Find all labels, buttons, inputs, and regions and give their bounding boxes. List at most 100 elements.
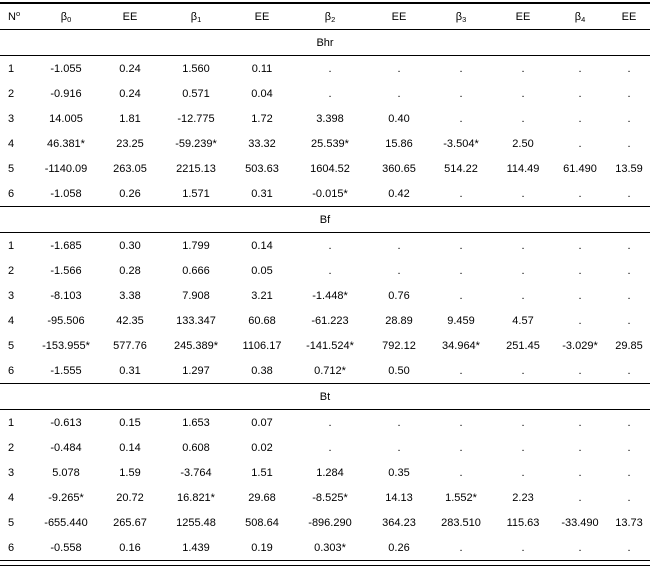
table-cell: . (627, 187, 631, 200)
column-header: EE (494, 2, 552, 30)
row-number-cell: 3 (8, 289, 15, 302)
table-cell: . (627, 239, 631, 252)
table-cell: 0.571 (182, 87, 210, 100)
table-cell: -9.265* (48, 491, 84, 504)
table-cell: -61.223 (311, 314, 349, 327)
table-cell: . (627, 364, 631, 377)
table-cell: 1.284 (316, 466, 344, 479)
table-cell: . (397, 264, 401, 277)
table-cell: -1.555 (50, 364, 82, 377)
table-cell: 0.14 (119, 441, 141, 454)
table-cell: 61.490 (563, 162, 597, 175)
table-cell: 1.560 (182, 62, 210, 75)
table-cell: . (578, 239, 582, 252)
header-row: No β0 EE β1 EE β2 EE β3 EE β4 EE (0, 2, 650, 30)
table-cell: . (459, 364, 463, 377)
table-cell: 0.42 (388, 187, 410, 200)
column-header: β1 (158, 2, 234, 30)
table-cell: 1.51 (251, 466, 273, 479)
table-cell: 2215.13 (176, 162, 216, 175)
table-cell: 15.86 (385, 137, 413, 150)
table-cell: . (521, 264, 525, 277)
table-cell: . (521, 62, 525, 75)
table-cell: . (578, 187, 582, 200)
table-cell: 0.19 (251, 541, 273, 554)
table-cell: . (578, 541, 582, 554)
table-cell: 20.72 (116, 491, 144, 504)
table-cell: . (578, 87, 582, 100)
table-cell: 1604.52 (310, 162, 350, 175)
table-cell: 0.07 (251, 416, 273, 429)
table-cell: . (627, 541, 631, 554)
table-cell: 360.65 (382, 162, 416, 175)
table-cell: 0.05 (251, 264, 273, 277)
table-cell: 3.38 (119, 289, 141, 302)
table-cell: 46.381* (47, 137, 85, 150)
table-cell: . (627, 416, 631, 429)
table-cell: . (459, 239, 463, 252)
table-cell: 34.964* (442, 339, 480, 352)
table-row: 6 -1.555 0.31 1.297 0.38 0.712* 0.50.... (0, 358, 650, 384)
table-cell: -3.029* (562, 339, 598, 352)
table-cell: . (459, 289, 463, 302)
column-header-label: β (324, 10, 332, 23)
table-cell: . (578, 289, 582, 302)
table-cell: 133.347 (176, 314, 216, 327)
table-cell: -8.103 (50, 289, 82, 302)
table-cell: 16.821* (177, 491, 215, 504)
section-header-row: Bt (0, 383, 650, 410)
table-cell: 1.439 (182, 541, 210, 554)
table-cell: . (578, 137, 582, 150)
table-cell: 0.712* (314, 364, 346, 377)
table-row: 3 14.005 1.81 -12.775 1.72 3.398 0.40.... (0, 106, 650, 131)
table-cell: 1.72 (251, 112, 273, 125)
table-cell: . (578, 491, 582, 504)
table-row: 2 -1.566 0.28 0.666 0.05...... (0, 258, 650, 283)
row-number-cell: 4 (8, 137, 15, 150)
table-cell: 508.64 (245, 516, 279, 529)
table-cell: 3.21 (251, 289, 273, 302)
table-row: 4 46.381* 23.25 -59.239* 33.32 25.539* 15.86 -3… (0, 131, 650, 156)
table-cell: 577.76 (113, 339, 147, 352)
table-row: 1 -0.613 0.15 1.653 0.07...... (0, 410, 650, 436)
table-cell: . (578, 62, 582, 75)
row-number-cell: 2 (8, 264, 15, 277)
section-header-row: Bf (0, 206, 650, 233)
table-cell: 3.398 (316, 112, 344, 125)
table-cell: 1.552* (445, 491, 477, 504)
table-cell: 265.67 (113, 516, 147, 529)
row-number-cell: 2 (8, 87, 15, 100)
column-header-label: EE (122, 10, 138, 23)
table-row: 5 -153.955* 577.76 245.389* 1106.17 -141.524*… (0, 333, 650, 358)
column-header-label: β (60, 10, 68, 23)
row-number-cell: 2 (8, 441, 15, 454)
table-cell: -1.448* (312, 289, 348, 302)
row-number-cell: 6 (8, 364, 15, 377)
table-cell: -95.506 (47, 314, 85, 327)
table-cell: 14.005 (49, 112, 83, 125)
table-cell: 1.297 (182, 364, 210, 377)
table-row: 1 -1.685 0.30 1.799 0.14...... (0, 233, 650, 259)
table-cell: 0.303* (314, 541, 346, 554)
table-cell: -1.685 (50, 239, 82, 252)
table-cell: -8.525* (312, 491, 348, 504)
table-cell: 0.666 (182, 264, 210, 277)
row-number-cell: 4 (8, 314, 15, 327)
column-header-subscript: 3 (462, 14, 467, 24)
table-cell: . (328, 87, 332, 100)
column-header-label: EE (391, 10, 407, 23)
row-number-cell: 1 (8, 239, 15, 252)
column-header-label: β (190, 10, 198, 23)
column-header-subscript: 2 (331, 14, 336, 24)
table-cell: . (627, 137, 631, 150)
table-cell: . (521, 112, 525, 125)
table-cell: 0.15 (119, 416, 141, 429)
table-cell: 0.76 (388, 289, 410, 302)
table-cell: . (578, 112, 582, 125)
table-cell: . (521, 416, 525, 429)
table-cell: 4.57 (512, 314, 534, 327)
table-row: 3 5.078 1.59 -3.764 1.51 1.284 0.35.... (0, 460, 650, 485)
table-cell: 13.73 (615, 516, 643, 529)
